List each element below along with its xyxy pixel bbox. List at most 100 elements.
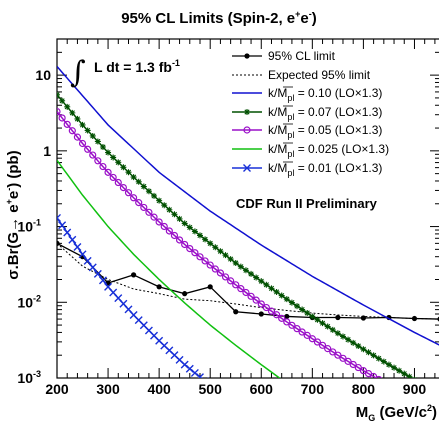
model-curve-marker (130, 194, 138, 202)
model-curve-marker (349, 360, 357, 369)
observed-limit-point (284, 313, 290, 320)
observed-limit-point (207, 284, 213, 290)
luminosity-label: L dt = 1.3 fb-1 (94, 58, 180, 75)
model-curve-marker (257, 300, 265, 308)
x-tick-label: 700 (301, 381, 325, 397)
x-tick-label: 500 (199, 381, 223, 397)
model-curve-marker (386, 382, 392, 388)
model-curve-marker (171, 211, 178, 218)
model-curve-marker (68, 127, 76, 135)
model-curve-marker (288, 299, 295, 306)
model-curve-marker (84, 127, 91, 134)
model-curve-marker (391, 385, 397, 391)
observed-limit-point (233, 309, 239, 315)
model-curve-marker (272, 311, 281, 319)
model-curve-marker (345, 336, 352, 343)
model-curve-marker (370, 372, 378, 378)
model-curve-marker (263, 281, 270, 288)
plot-frame (56, 38, 439, 379)
x-tick-label: 400 (147, 381, 171, 397)
model-curve-marker (237, 285, 245, 293)
model-curve-marker (57, 107, 61, 116)
model-curve-marker (207, 240, 214, 247)
legend-label: k/Mpl = 0.01 (LO×1.3) (268, 161, 382, 178)
model-curve-marker (262, 303, 270, 312)
model-curve-marker (109, 173, 117, 182)
model-curve-marker (216, 269, 225, 277)
model-curve-marker (303, 331, 311, 339)
x-tick-label: 200 (45, 381, 69, 397)
x-tick-label: 300 (96, 381, 120, 397)
model-curve-marker (175, 236, 184, 244)
model-curve-marker (195, 373, 204, 378)
model-curve-marker (63, 228, 72, 237)
model-curve-marker (99, 144, 106, 151)
model-curve-marker (181, 220, 188, 227)
observed-limit-point (57, 240, 60, 246)
model-curve-marker (94, 157, 102, 165)
model-curve-marker (221, 273, 230, 281)
model-curve-marker (232, 281, 240, 289)
model-curve-marker (89, 132, 96, 139)
model-curve-marker (212, 244, 219, 251)
model-curve-marker (313, 338, 322, 346)
model-curve-marker (391, 364, 398, 371)
model-curve-marker (99, 162, 107, 171)
model-curve-marker (334, 330, 341, 337)
model-curve (57, 66, 439, 346)
legend-entry-0: 95% CL limit (232, 49, 336, 63)
model-curve-marker (324, 345, 332, 353)
y-tick-label: 1 (43, 143, 51, 159)
legend-entry-4: k/Mpl = 0.05 (LO×1.3) (232, 123, 382, 140)
model-curve-marker (170, 231, 179, 240)
model-curve (57, 111, 378, 378)
model-curve-marker (380, 358, 387, 365)
observed-limit-point (156, 284, 162, 290)
model-curve-marker (78, 250, 87, 259)
model-curve-marker (191, 228, 198, 235)
model-curve-marker (427, 386, 433, 392)
model-curve-marker (227, 277, 235, 285)
model-curve-marker (288, 321, 296, 329)
model-curve-marker (57, 213, 61, 222)
model-curve-marker (84, 145, 92, 153)
legend-marker (243, 164, 251, 172)
model-curve-marker (119, 184, 127, 192)
x-tick-label: 800 (352, 381, 376, 397)
model-curve-marker (186, 224, 193, 231)
y-tick-label: 10-1 (17, 218, 41, 235)
legend-marker (244, 53, 250, 59)
model-curve-marker (278, 314, 286, 322)
model-curve-marker (370, 352, 377, 359)
legend-entry-3: k/Mpl = 0.07 (LO×1.3) (232, 105, 382, 122)
model-curve-marker (354, 363, 362, 372)
model-curve-marker (411, 398, 417, 404)
model-curve (57, 94, 414, 378)
model-curve-marker (186, 244, 194, 253)
model-curve-marker (73, 133, 82, 141)
model-curve-marker (78, 139, 87, 148)
model-curve-marker (283, 296, 290, 303)
model-curve-marker (350, 339, 357, 346)
model-curve-marker (57, 91, 60, 98)
expected-limit-line (57, 242, 439, 320)
legend-entry-1: Expected 95% limit (232, 68, 371, 82)
model-curve-marker (58, 114, 66, 122)
model-curve-marker (396, 389, 402, 395)
model-curve-marker (334, 351, 342, 359)
y-tick-label: 10 (35, 67, 51, 83)
model-curve-marker (253, 274, 260, 281)
model-curve-marker (150, 213, 158, 221)
model-curve-marker (375, 375, 383, 378)
model-curve-marker (304, 309, 311, 316)
legend-marker (244, 109, 250, 115)
model-curve-marker (401, 370, 408, 377)
x-tick-label: 600 (250, 381, 274, 397)
model-curve-marker (242, 288, 250, 297)
x-tick-label: 900 (403, 381, 427, 397)
legend-label: Expected 95% limit (268, 68, 371, 82)
model-curve-marker (375, 355, 382, 362)
model-curve-marker (365, 349, 372, 356)
model-curve-marker (166, 206, 173, 213)
model-curve-marker (98, 276, 107, 285)
